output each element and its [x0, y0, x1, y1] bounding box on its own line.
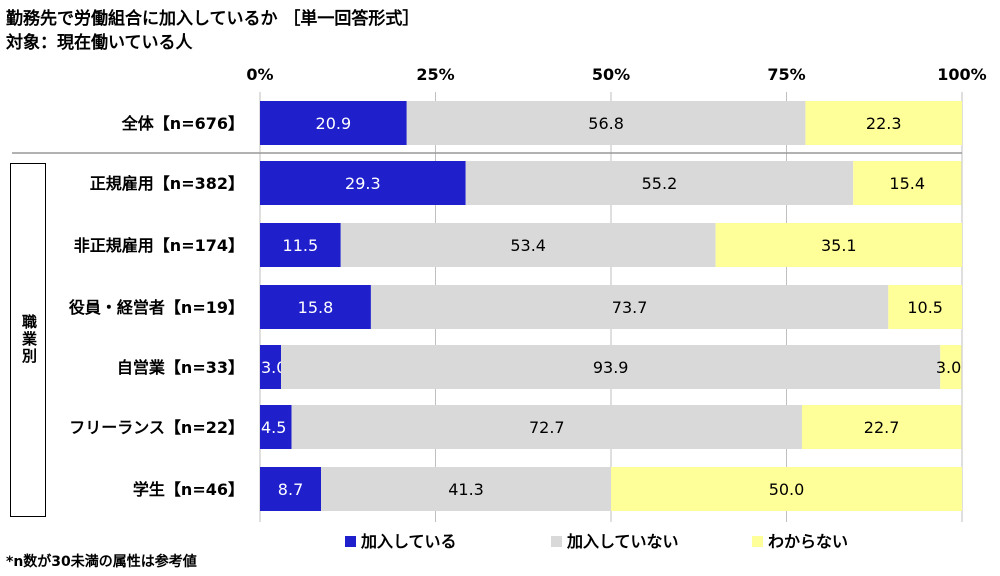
bar-segment — [321, 467, 611, 511]
category-label: 役員・経営者【n=19】 — [69, 298, 244, 317]
x-tick-label: 0% — [246, 65, 273, 84]
bar-segment — [406, 101, 806, 145]
group-label: 職業別 — [20, 314, 38, 365]
bar-segment — [888, 285, 962, 329]
bar-segment — [801, 405, 962, 449]
data-label: 3.0 — [936, 358, 961, 377]
bar-segment — [260, 223, 341, 267]
group-bracket — [10, 163, 46, 517]
data-label: 4.5 — [261, 418, 286, 437]
chart-title: 勤務先で労働組合に加入しているか ［単一回答形式］ — [6, 9, 420, 29]
bar-segment — [291, 405, 802, 449]
bar-segment — [260, 101, 407, 145]
bar-segment — [853, 161, 962, 205]
legend-label: 加入している — [360, 532, 457, 551]
bar-segment — [370, 285, 889, 329]
bar-segment — [805, 101, 962, 145]
data-label: 3.0 — [261, 358, 286, 377]
bar-segment — [260, 345, 282, 389]
category-label: フリーランス【n=22】 — [69, 418, 244, 437]
data-label: 41.3 — [448, 480, 484, 499]
data-label: 15.4 — [889, 174, 925, 193]
legend-swatch — [551, 536, 562, 547]
bar-segment — [281, 345, 941, 389]
bar-segment — [465, 161, 854, 205]
data-label: 55.2 — [642, 174, 678, 193]
bar-segment — [260, 161, 466, 205]
bar-segment — [611, 467, 962, 511]
bar-segment — [940, 345, 962, 389]
data-label: 15.8 — [298, 298, 334, 317]
data-label: 50.0 — [769, 480, 805, 499]
legend-swatch — [752, 536, 763, 547]
category-label: 非正規雇用【n=174】 — [74, 236, 244, 255]
bar-segment — [260, 285, 371, 329]
bar-segment — [260, 405, 292, 449]
data-label: 10.5 — [907, 298, 943, 317]
category-label: 学生【n=46】 — [133, 480, 244, 499]
data-label: 56.8 — [588, 114, 624, 133]
data-label: 29.3 — [345, 174, 381, 193]
data-label: 73.7 — [612, 298, 648, 317]
data-label: 11.5 — [283, 236, 319, 255]
legend-label: 加入していない — [566, 532, 679, 551]
category-label: 正規雇用【n=382】 — [90, 174, 244, 193]
bar-segment — [715, 223, 962, 267]
category-label: 全体【n=676】 — [121, 114, 244, 133]
legend-label: わからない — [768, 532, 848, 551]
bar-segment — [260, 467, 322, 511]
footnote: *n数が30未満の属性は参考値 — [6, 554, 197, 570]
legend-swatch — [345, 536, 356, 547]
data-label: 53.4 — [510, 236, 546, 255]
data-label: 20.9 — [316, 114, 352, 133]
data-label: 22.7 — [864, 418, 900, 437]
x-tick-label: 25% — [416, 65, 454, 84]
data-label: 22.3 — [866, 114, 902, 133]
chart-subtitle: 対象：現在働いている人 — [6, 33, 193, 53]
data-label: 93.9 — [593, 358, 629, 377]
bar-segment — [340, 223, 716, 267]
x-tick-label: 75% — [767, 65, 805, 84]
data-label: 72.7 — [529, 418, 565, 437]
category-label: 自営業【n=33】 — [117, 358, 244, 377]
data-label: 35.1 — [821, 236, 857, 255]
data-label: 8.7 — [278, 480, 303, 499]
x-tick-label: 50% — [592, 65, 630, 84]
x-tick-label: 100% — [937, 65, 986, 84]
